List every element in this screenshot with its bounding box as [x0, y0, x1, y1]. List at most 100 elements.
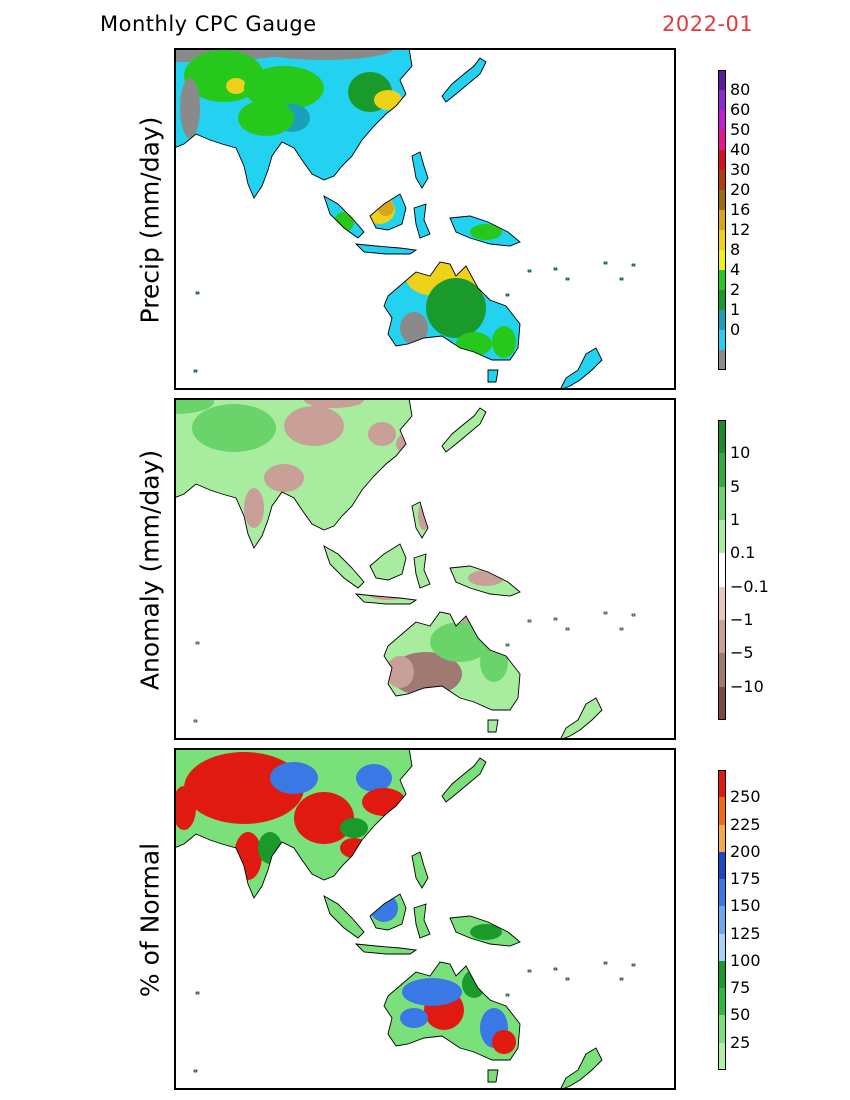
- map-color-patch: [426, 278, 486, 338]
- colorbar-tick-label: 150: [730, 896, 761, 916]
- coastline-australia: [383, 261, 521, 361]
- coastline-sumatra: [323, 195, 365, 239]
- map-color-patch: [244, 488, 264, 528]
- colorbar-tick-label: 225: [730, 814, 761, 834]
- land-sumatra: [324, 546, 364, 588]
- land-philippines: [412, 852, 428, 888]
- coastline-asia: [174, 398, 413, 549]
- coastline-philippines: [411, 151, 429, 189]
- coastline-japan: [441, 757, 487, 803]
- colorbar-segment: [718, 653, 726, 687]
- small-island: [603, 261, 608, 265]
- colorbar-segment: [718, 519, 726, 554]
- coastline-newguinea: [449, 915, 521, 947]
- anomaly-colorbar: [718, 420, 726, 720]
- map-color-patch: [492, 326, 516, 358]
- colorbar-tick-label: 60: [730, 100, 751, 119]
- small-island: [527, 269, 532, 273]
- colorbar-segment: [718, 210, 726, 230]
- small-island: [619, 277, 624, 281]
- colorbar-tick-label: 1: [730, 300, 741, 319]
- map-color-patch: [254, 48, 394, 60]
- map-color-patch: [294, 792, 354, 844]
- land-newzealand: [560, 348, 602, 390]
- map-color-patch: [270, 762, 318, 794]
- map-title: Monthly CPC Gauge: [100, 12, 317, 36]
- colorbar-tick-label: 1: [730, 510, 741, 529]
- coastline-sulawesi: [413, 203, 431, 239]
- small-island: [505, 293, 510, 297]
- small-island: [631, 263, 636, 267]
- colorbar-segment: [718, 1042, 726, 1070]
- colorbar-segment: [718, 879, 726, 907]
- coastline-newzealand: [559, 697, 603, 740]
- land-newzealand: [560, 698, 602, 740]
- colorbar-tick-label: −1: [730, 610, 754, 629]
- map-color-patch: [374, 90, 402, 110]
- colorbar-tick-label: 30: [730, 160, 751, 179]
- colorbar-tick-label: 25: [730, 1032, 751, 1052]
- colorbar-segment: [718, 420, 726, 454]
- anomaly-axis-label: Anomaly (mm/day): [135, 449, 165, 691]
- colorbar-tick-label: 2: [730, 280, 741, 299]
- percent-normal-map: [174, 748, 676, 1090]
- colorbar-tick-label: 250: [730, 787, 761, 807]
- colorbar-segment: [718, 453, 726, 487]
- land-japan: [442, 408, 486, 452]
- land-tasmania: [488, 370, 498, 382]
- small-island: [505, 643, 510, 647]
- colorbar-segment: [718, 553, 726, 587]
- coastline-borneo: [369, 893, 407, 931]
- small-island: [505, 993, 510, 997]
- coastline-newguinea: [449, 215, 521, 247]
- colorbar-tick-label: 40: [730, 140, 751, 159]
- colorbar-segment: [718, 988, 726, 1016]
- map-color-patch: [264, 464, 304, 492]
- small-island: [195, 291, 200, 295]
- map-color-patch: [174, 786, 196, 830]
- small-island: [553, 967, 558, 971]
- small-island: [193, 369, 198, 373]
- coastline-australia: [383, 961, 521, 1061]
- colorbar-tick-label: 75: [730, 978, 751, 998]
- coastline-asia: [174, 748, 413, 899]
- coastline-japan: [441, 57, 487, 103]
- anomaly-map: [174, 398, 676, 740]
- small-island: [527, 969, 532, 973]
- coastline-newguinea: [449, 565, 521, 597]
- colorbar-segment: [718, 906, 726, 934]
- coastline-borneo: [369, 543, 407, 581]
- colorbar-segment: [718, 310, 726, 330]
- map-frame: [174, 398, 676, 740]
- map-frame: [174, 748, 676, 1090]
- colorbar-tick-label: 175: [730, 869, 761, 889]
- colorbar-segment: [718, 1015, 726, 1043]
- map-frame: [174, 48, 676, 390]
- colorbar-segment: [718, 150, 726, 170]
- colorbar-segment: [718, 350, 726, 370]
- land-philippines: [412, 152, 428, 188]
- land-borneo: [370, 544, 406, 580]
- small-island: [527, 619, 532, 623]
- precip-map: [174, 48, 676, 390]
- colorbar-segment: [718, 686, 726, 720]
- small-island: [193, 719, 198, 723]
- colorbar-segment: [718, 190, 726, 210]
- land-patches: [174, 752, 516, 1054]
- coastline-java: [354, 593, 418, 605]
- small-island: [565, 977, 570, 981]
- percent-normal-colorbar: [718, 770, 726, 1070]
- colorbar-segment: [718, 270, 726, 290]
- colorbar-segment: [718, 797, 726, 825]
- colorbar-tick-label: 125: [730, 923, 761, 943]
- coastline-sumatra: [323, 895, 365, 939]
- colorbar-segment: [718, 170, 726, 190]
- coastline-java: [354, 943, 418, 955]
- coastline-sumatra: [323, 545, 365, 589]
- coastline-philippines: [411, 501, 429, 539]
- land-tasmania: [488, 1070, 498, 1082]
- map-color-patch: [238, 100, 294, 136]
- colorbar-segment: [718, 486, 726, 520]
- land-japan: [442, 758, 486, 802]
- small-island: [553, 617, 558, 621]
